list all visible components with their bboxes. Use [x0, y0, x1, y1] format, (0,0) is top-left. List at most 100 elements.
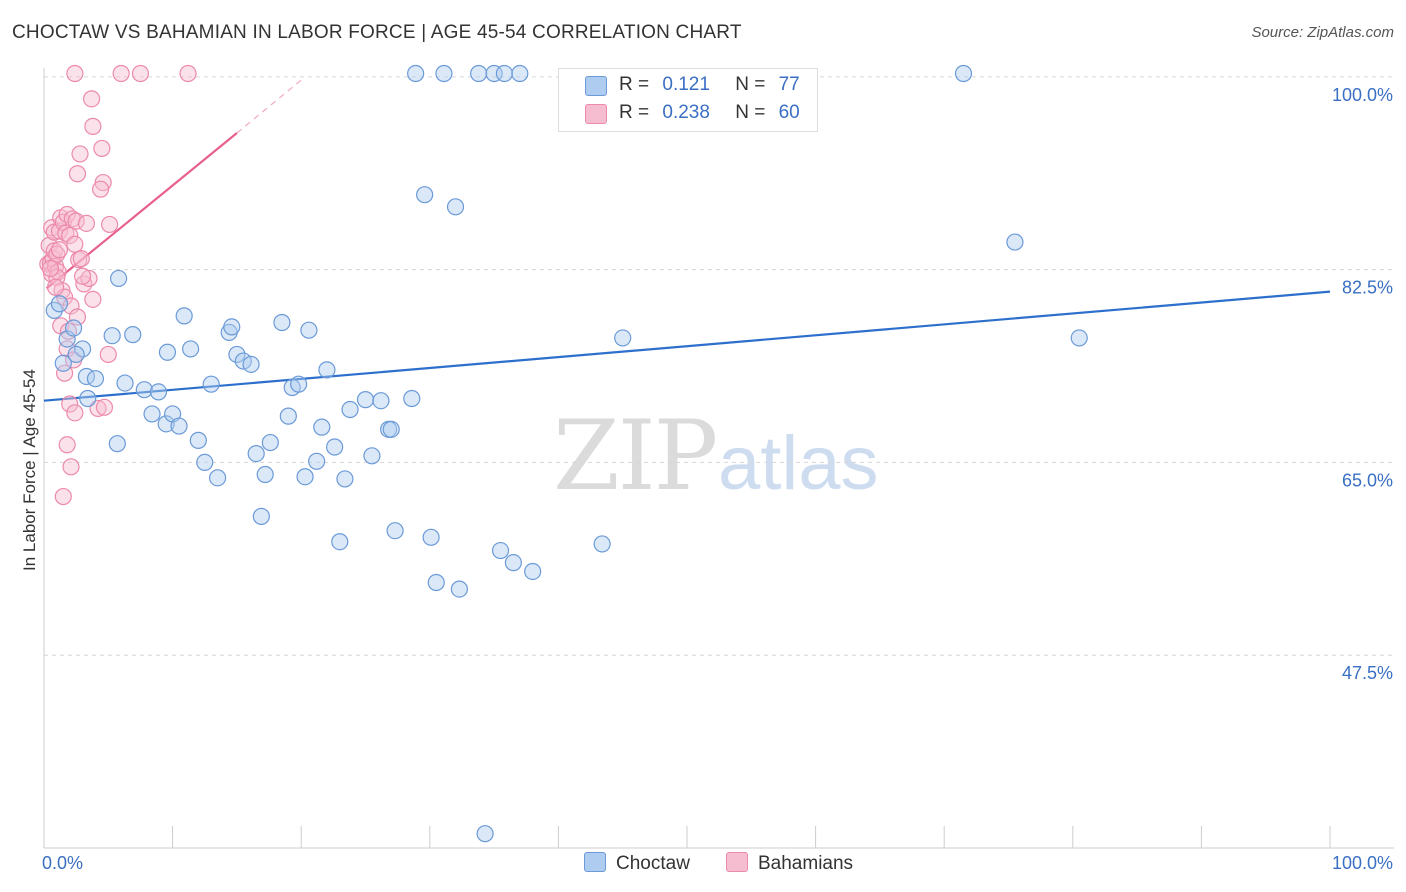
choctaw-point	[135, 381, 153, 399]
chart-title: CHOCTAW VS BAHAMIAN IN LABOR FORCE | AGE…	[12, 22, 742, 43]
choctaw-point	[326, 438, 344, 456]
choctaw-legend-swatch	[584, 852, 606, 872]
choctaw-point	[228, 345, 246, 364]
choctaw-point	[1070, 329, 1088, 347]
choctaw-point	[403, 389, 421, 408]
y-tick-label: 100.0%	[1332, 85, 1393, 105]
bahamians-swatch	[585, 104, 607, 124]
x-tick-label: 0.0%	[42, 853, 83, 873]
bahamians-trend-line	[45, 132, 238, 290]
bahamians-point	[41, 259, 60, 278]
choctaw-point	[273, 313, 291, 332]
choctaw-point	[300, 321, 318, 339]
choctaw-point	[116, 374, 134, 392]
choctaw-point	[103, 327, 121, 345]
bahamians-point	[50, 222, 69, 240]
bahamians-trend-extension	[236, 77, 305, 134]
choctaw-point	[476, 825, 494, 843]
choctaw-point	[64, 319, 83, 337]
choctaw-trend-line	[43, 290, 1331, 402]
choctaw-point	[331, 533, 349, 551]
bahamians-point	[46, 278, 65, 296]
bahamians-point	[58, 436, 76, 454]
choctaw-point	[158, 343, 177, 361]
choctaw-point	[202, 375, 220, 393]
legend-text-choctaw: R = 0.121 N = 77	[619, 74, 800, 96]
choctaw-point	[491, 541, 510, 560]
choctaw-point	[189, 431, 207, 449]
choctaw-point	[470, 64, 488, 83]
bahamians-point	[91, 180, 110, 198]
bahamians-point	[62, 458, 80, 476]
choctaw-point	[290, 375, 308, 393]
watermark-atlas: atlas	[718, 421, 879, 506]
legend-item-choctaw: Choctaw	[584, 852, 690, 875]
r-label: R =	[619, 102, 650, 123]
choctaw-point	[614, 329, 632, 347]
axes	[43, 68, 1394, 849]
choctaw-point	[495, 64, 513, 83]
choctaw-point	[504, 554, 522, 572]
choctaw-point	[79, 389, 97, 408]
bahamians-point	[77, 214, 96, 232]
bahamians-r-value: 0.238	[662, 102, 710, 123]
choctaw-point	[261, 433, 279, 452]
bahamians-point	[100, 215, 119, 234]
bahamians-n-value: 60	[778, 102, 800, 123]
bahamians-point	[54, 487, 72, 506]
tick-labels: 100.0% 82.5% 65.0% 47.5% 0.0% 100.0%	[42, 85, 1393, 873]
bahamians-point	[68, 165, 87, 183]
choctaw-point	[382, 420, 400, 438]
choctaw-points	[45, 64, 1088, 843]
choctaw-n-value: 77	[778, 74, 800, 95]
bahamians-point	[67, 212, 85, 230]
bahamians-point	[73, 267, 92, 285]
stats-legend: R = 0.121 N = 77 R = 0.238 N = 60	[558, 68, 818, 132]
choctaw-point	[593, 535, 611, 553]
choctaw-point	[256, 465, 274, 484]
bahamians-point	[50, 241, 69, 259]
choctaw-point	[524, 562, 542, 581]
choctaw-point	[511, 64, 529, 83]
choctaw-point	[50, 295, 69, 313]
choctaw-point	[157, 415, 175, 433]
choctaw-point	[182, 340, 200, 358]
choctaw-point	[296, 468, 314, 486]
choctaw-point	[149, 383, 168, 401]
choctaw-point	[247, 444, 265, 463]
choctaw-point	[67, 345, 85, 364]
bahamians-points	[39, 64, 197, 506]
legend-item-bahamians: Bahamians	[726, 852, 853, 875]
y-tick-label: 65.0%	[1342, 470, 1393, 490]
bahamians-point	[84, 117, 102, 135]
n-label: N =	[735, 74, 766, 95]
trend-lines	[43, 77, 1331, 402]
bahamians-point	[61, 226, 79, 245]
choctaw-point	[223, 318, 241, 336]
r-label: R =	[619, 74, 650, 95]
choctaw-point	[170, 417, 188, 435]
choctaw-point	[407, 64, 425, 83]
choctaw-point	[209, 469, 227, 487]
choctaw-point	[954, 64, 973, 83]
choctaw-point	[86, 370, 105, 388]
choctaw-point	[108, 435, 126, 453]
bahamians-point	[112, 64, 130, 83]
choctaw-point	[386, 522, 404, 540]
x-tick-label: 100.0%	[1332, 853, 1393, 873]
bahamians-point	[93, 139, 111, 158]
bahamians-point	[66, 404, 84, 422]
choctaw-point	[336, 470, 354, 488]
choctaw-point	[175, 307, 193, 325]
bahamians-point	[61, 395, 79, 413]
bahamians-point	[80, 269, 98, 288]
choctaw-point	[54, 354, 72, 372]
choctaw-point	[279, 407, 297, 425]
bahamians-point	[131, 64, 150, 83]
choctaw-point	[1006, 233, 1024, 251]
y-tick-label: 47.5%	[1342, 663, 1393, 683]
choctaw-point	[363, 447, 381, 465]
choctaw-point	[308, 452, 326, 470]
choctaw-point	[427, 573, 445, 592]
